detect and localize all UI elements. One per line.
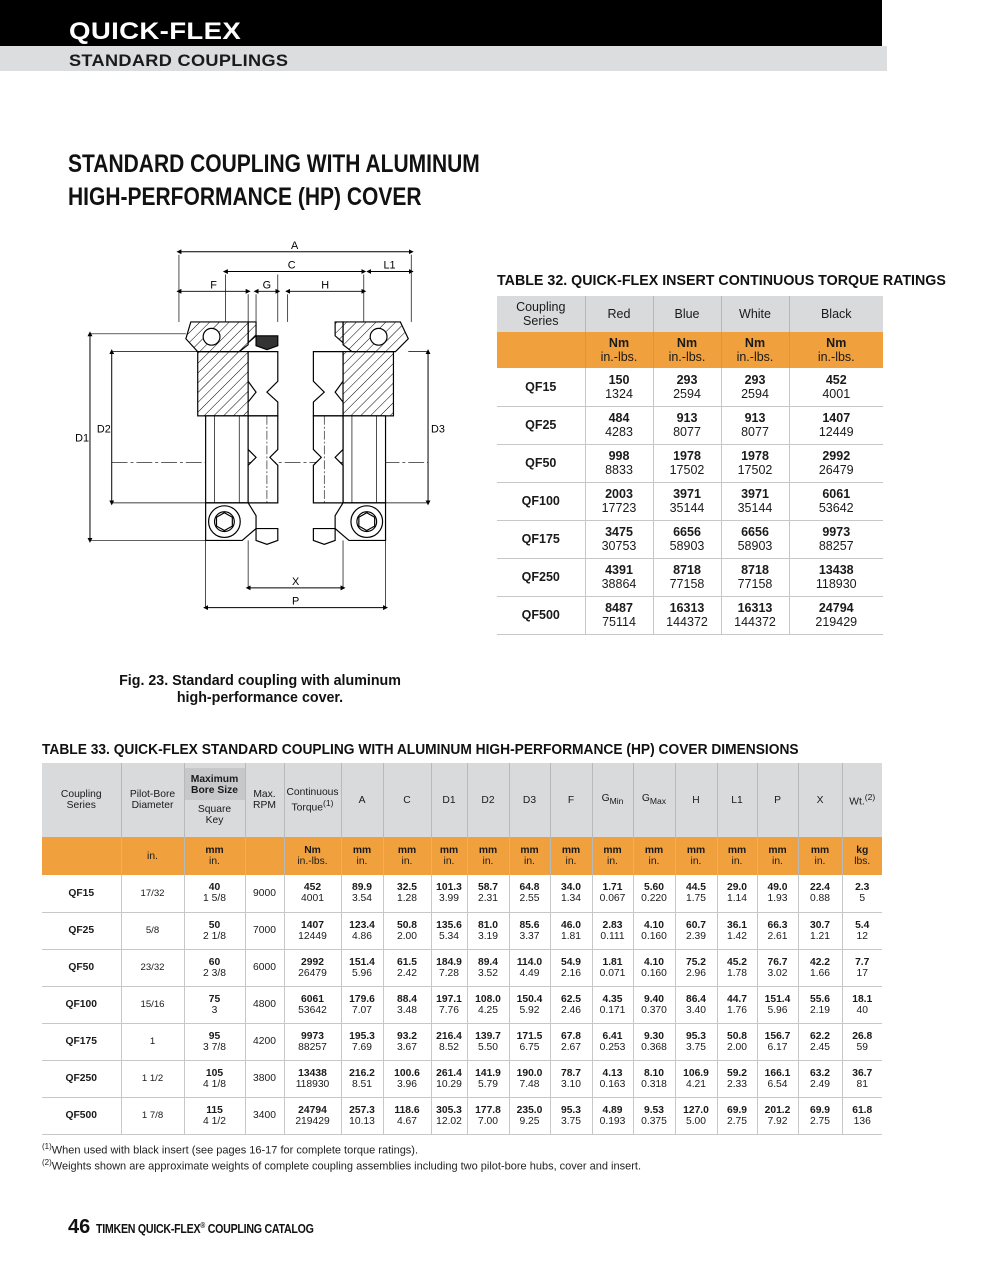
svg-text:C: C bbox=[288, 260, 296, 272]
svg-text:D3: D3 bbox=[431, 424, 445, 436]
svg-text:D2: D2 bbox=[97, 424, 111, 436]
svg-text:H: H bbox=[321, 279, 329, 291]
svg-text:D1: D1 bbox=[75, 433, 89, 445]
svg-text:F: F bbox=[210, 279, 217, 291]
svg-text:L1: L1 bbox=[383, 260, 395, 272]
svg-text:P: P bbox=[292, 596, 299, 608]
svg-text:A: A bbox=[291, 240, 299, 252]
svg-text:G: G bbox=[263, 279, 271, 291]
svg-text:X: X bbox=[292, 576, 300, 588]
